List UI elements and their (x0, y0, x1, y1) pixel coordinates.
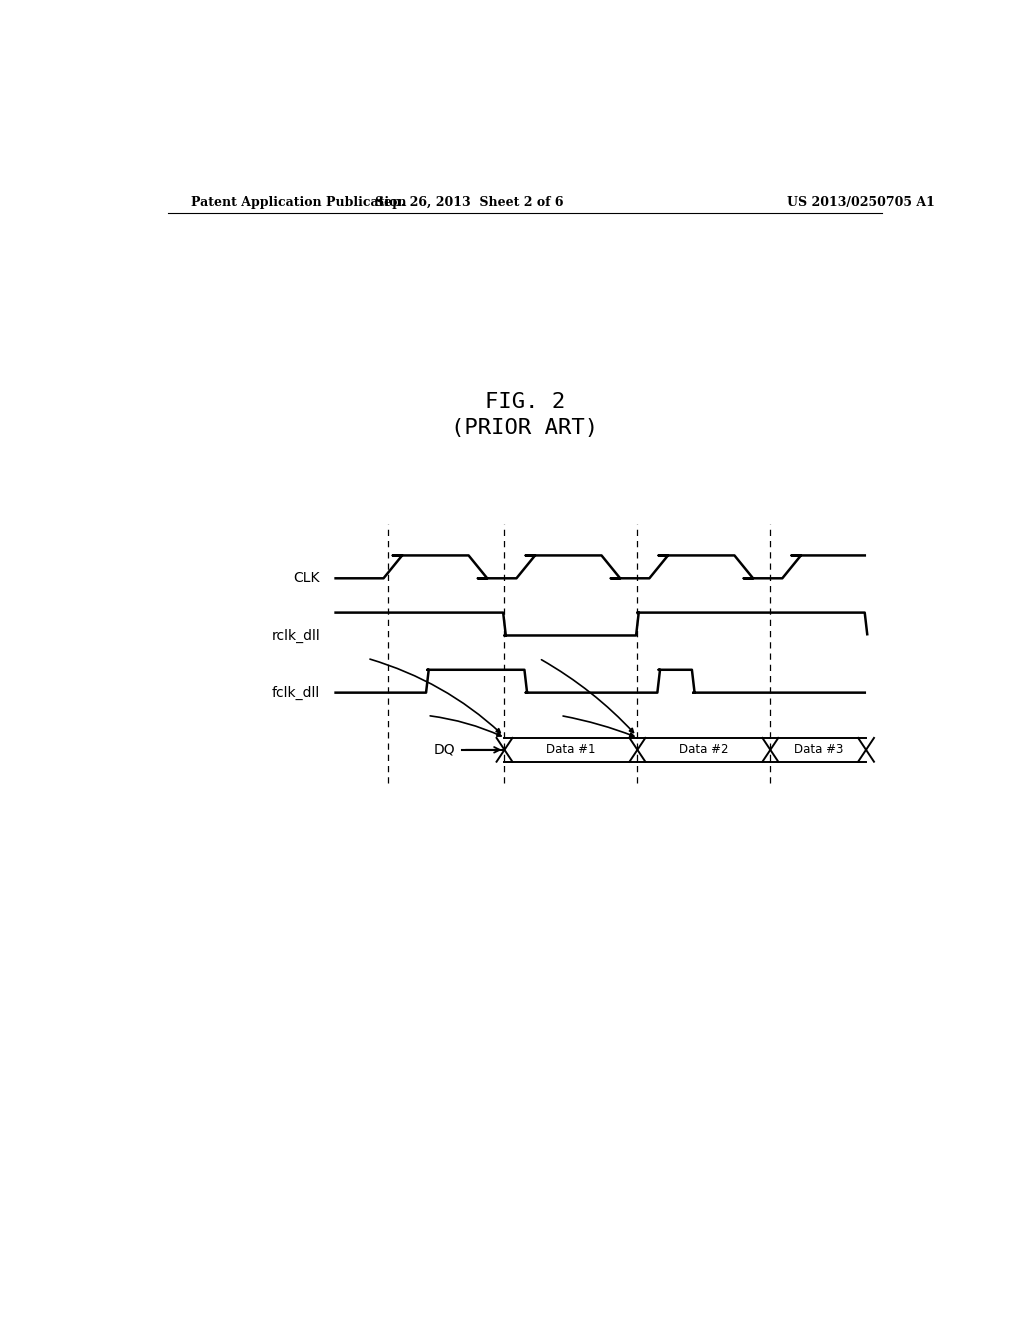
FancyArrowPatch shape (370, 659, 501, 733)
FancyArrowPatch shape (563, 715, 634, 737)
Text: Data #3: Data #3 (794, 743, 843, 756)
Text: fclk_dll: fclk_dll (271, 685, 321, 700)
Text: Sep. 26, 2013  Sheet 2 of 6: Sep. 26, 2013 Sheet 2 of 6 (375, 195, 563, 209)
Text: rclk_dll: rclk_dll (271, 628, 321, 643)
Text: DQ: DQ (434, 743, 456, 756)
Text: FIG. 2: FIG. 2 (484, 392, 565, 412)
Text: Data #1: Data #1 (546, 743, 596, 756)
Text: US 2013/0250705 A1: US 2013/0250705 A1 (786, 195, 935, 209)
Text: (PRIOR ART): (PRIOR ART) (452, 417, 598, 438)
FancyArrowPatch shape (430, 715, 501, 737)
Text: CLK: CLK (294, 572, 321, 585)
Text: Patent Application Publication: Patent Application Publication (191, 195, 407, 209)
FancyArrowPatch shape (542, 660, 634, 733)
Text: Data #2: Data #2 (679, 743, 729, 756)
